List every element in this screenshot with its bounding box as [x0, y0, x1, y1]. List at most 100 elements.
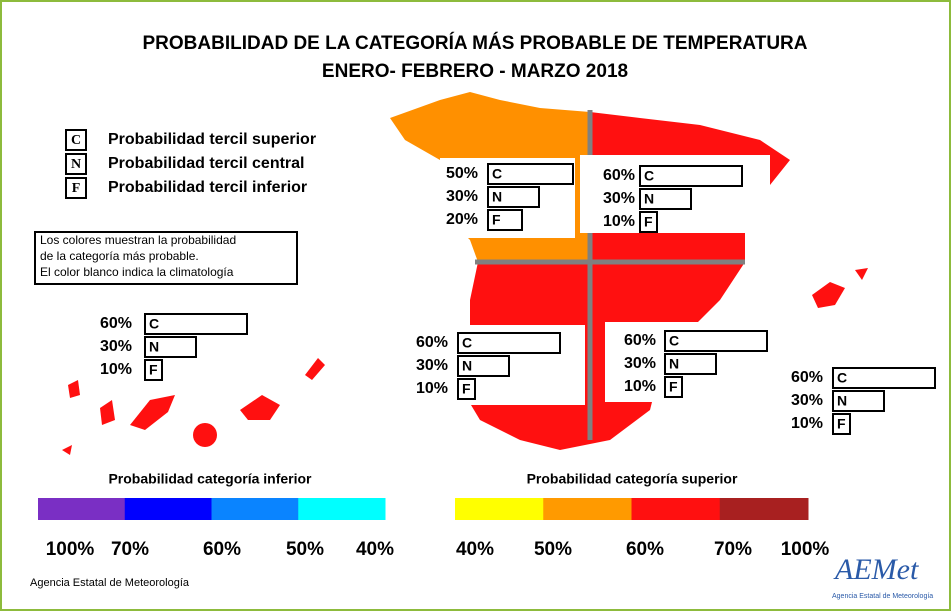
legend-letter: C — [71, 133, 81, 148]
probability-bar — [832, 390, 885, 412]
probability-label: 30% — [791, 392, 823, 409]
probability-label: 60% — [624, 332, 656, 349]
canarias — [240, 395, 280, 420]
scale-swatch — [455, 498, 544, 520]
probability-label: 30% — [100, 338, 132, 355]
probability-bar — [457, 355, 510, 377]
note: de la categoría más probable. — [40, 249, 199, 263]
tercile-letter: F — [149, 362, 158, 378]
tercile-letter: C — [669, 333, 679, 349]
probability-bar — [639, 165, 743, 187]
probability-bar — [639, 211, 658, 233]
tercile-letter: N — [492, 189, 502, 205]
probability-label: 10% — [791, 415, 823, 432]
legend-box — [65, 177, 87, 199]
probability-label: 60% — [791, 369, 823, 386]
tercile-letter: F — [669, 379, 678, 395]
scale-label: 50% — [286, 539, 324, 560]
legend-box — [65, 129, 87, 151]
probability-label: 60% — [603, 167, 635, 184]
probability-bar — [457, 332, 561, 354]
probability-label: 30% — [446, 188, 478, 205]
canarias — [100, 400, 115, 425]
tercile-letter: N — [669, 356, 679, 372]
probability-bar — [487, 209, 523, 231]
canarias — [68, 380, 80, 398]
tercile-letter: C — [492, 166, 502, 182]
probability-label: 60% — [416, 334, 448, 351]
subtitle: ENERO- FEBRERO - MARZO 2018 — [322, 61, 628, 82]
probability-label: 30% — [416, 357, 448, 374]
tercile-letter: C — [644, 168, 654, 184]
logo-subtitle: Agencia Estatal de Meteorología — [832, 593, 933, 600]
scale-title: Probabilidad categoría superior — [527, 471, 738, 487]
scale-title: Probabilidad categoría inferior — [108, 471, 312, 487]
probability-bar — [639, 188, 692, 210]
scale-swatch — [543, 498, 632, 520]
legend-letter: N — [71, 157, 81, 172]
legend-text: Probabilidad tercil central — [108, 155, 305, 172]
probability-bar — [664, 353, 717, 375]
probability-bar — [832, 367, 936, 389]
scale-swatch — [124, 498, 212, 520]
tercile-letter: F — [837, 416, 846, 432]
probability-label: 10% — [416, 380, 448, 397]
logo: AEMet — [833, 553, 919, 586]
scale-label: 70% — [714, 539, 752, 560]
scale-swatch — [298, 498, 386, 520]
tercile-letter: F — [492, 212, 501, 228]
probability-label: 60% — [100, 315, 132, 332]
probability-label: 10% — [100, 361, 132, 378]
legend-letter: F — [72, 181, 81, 196]
probability-label: 50% — [446, 165, 478, 182]
baleares — [812, 282, 845, 308]
note: Los colores muestran la probabilidad — [40, 233, 236, 247]
probability-bar — [457, 378, 476, 400]
probability-label: 30% — [624, 355, 656, 372]
canarias — [305, 358, 325, 380]
scale-swatch — [631, 498, 721, 520]
scale-label: 70% — [111, 539, 149, 560]
tercile-letter: C — [837, 370, 847, 386]
probability-bar — [144, 359, 163, 381]
title: PROBABILIDAD DE LA CATEGORÍA MÁS PROBABL… — [143, 32, 808, 54]
probability-label: 10% — [624, 378, 656, 395]
scale-swatch — [719, 498, 809, 520]
baleares — [855, 268, 868, 280]
scale-swatch — [38, 498, 126, 520]
probability-bar — [487, 186, 540, 208]
probability-label: 10% — [603, 213, 635, 230]
legend-text: Probabilidad tercil inferior — [108, 179, 307, 196]
scale-label: 50% — [534, 539, 572, 560]
tercile-letter: N — [462, 358, 472, 374]
canarias — [193, 423, 217, 447]
scale-label: 60% — [626, 539, 664, 560]
tercile-letter: F — [462, 381, 471, 397]
probability-label: 30% — [603, 190, 635, 207]
probability-bar — [487, 163, 574, 185]
canarias — [130, 395, 175, 430]
probability-bar — [664, 376, 683, 398]
probability-bar — [144, 313, 248, 335]
note-box — [34, 231, 298, 285]
tercile-letter: C — [149, 316, 159, 332]
legend-box — [65, 153, 87, 175]
canarias — [62, 445, 72, 455]
note: El color blanco indica la climatología — [40, 265, 234, 279]
tercile-letter: N — [837, 393, 847, 409]
probability-label: 20% — [446, 211, 478, 228]
scale-label: 60% — [203, 539, 241, 560]
legend-text: Probabilidad tercil superior — [108, 131, 316, 148]
tercile-letter: C — [462, 335, 472, 351]
footer: Agencia Estatal de Meteorología — [30, 577, 190, 589]
tercile-letter: F — [644, 214, 653, 230]
scale-swatch — [211, 498, 299, 520]
scale-label: 100% — [46, 539, 95, 560]
tercile-letter: N — [149, 339, 159, 355]
scale-label: 40% — [456, 539, 494, 560]
probability-bar — [144, 336, 197, 358]
probability-bar — [832, 413, 851, 435]
probability-bar — [664, 330, 768, 352]
scale-label: 100% — [781, 539, 830, 560]
